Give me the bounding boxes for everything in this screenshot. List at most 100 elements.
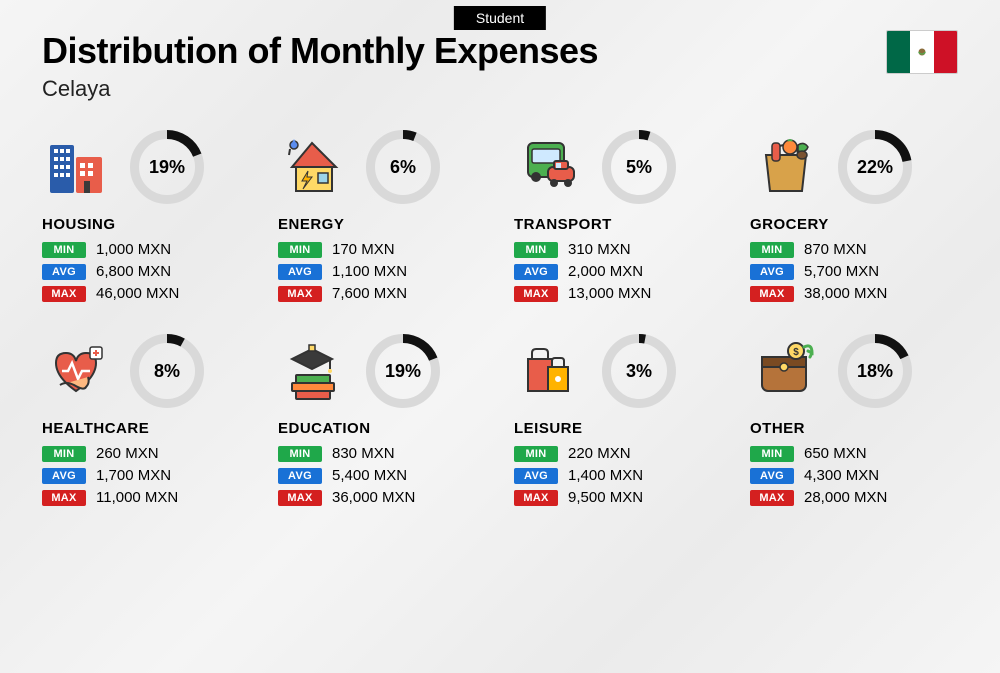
category-label: HOUSING	[42, 216, 250, 233]
stat-row-max: MAX 11,000 MXN	[42, 489, 250, 506]
stat-row-max: MAX 28,000 MXN	[750, 489, 958, 506]
category-card-other: $ 18% OTHER MIN 650 MXN AVG 4,300 MXN MA…	[750, 334, 958, 506]
stat-row-avg: AVG 1,400 MXN	[514, 467, 722, 484]
min-value: 310 MXN	[568, 241, 631, 258]
donut-grocery: 22%	[838, 130, 912, 204]
min-value: 170 MXN	[332, 241, 395, 258]
min-badge: MIN	[278, 446, 322, 462]
max-badge: MAX	[42, 490, 86, 506]
avg-value: 1,700 MXN	[96, 467, 171, 484]
min-badge: MIN	[750, 242, 794, 258]
pct-label: 19%	[366, 334, 440, 408]
education-icon	[278, 339, 346, 403]
max-badge: MAX	[750, 286, 794, 302]
category-label: LEISURE	[514, 420, 722, 437]
stat-row-max: MAX 38,000 MXN	[750, 285, 958, 302]
stat-row-max: MAX 9,500 MXN	[514, 489, 722, 506]
max-badge: MAX	[42, 286, 86, 302]
max-value: 38,000 MXN	[804, 285, 887, 302]
max-badge: MAX	[514, 286, 558, 302]
stat-row-avg: AVG 1,100 MXN	[278, 263, 486, 280]
stat-row-max: MAX 13,000 MXN	[514, 285, 722, 302]
stat-row-min: MIN 650 MXN	[750, 445, 958, 462]
stat-row-min: MIN 260 MXN	[42, 445, 250, 462]
pct-label: 5%	[602, 130, 676, 204]
max-badge: MAX	[278, 286, 322, 302]
other-icon: $	[750, 339, 818, 403]
avg-badge: AVG	[278, 468, 322, 484]
grocery-icon	[750, 135, 818, 199]
stat-row-min: MIN 870 MXN	[750, 241, 958, 258]
category-label: GROCERY	[750, 216, 958, 233]
max-value: 7,600 MXN	[332, 285, 407, 302]
avg-value: 1,400 MXN	[568, 467, 643, 484]
housing-icon	[42, 135, 110, 199]
category-label: HEALTHCARE	[42, 420, 250, 437]
max-value: 46,000 MXN	[96, 285, 179, 302]
city-subtitle: Celaya	[42, 76, 958, 102]
leisure-icon	[514, 339, 582, 403]
energy-icon	[278, 135, 346, 199]
avg-value: 4,300 MXN	[804, 467, 879, 484]
pct-label: 22%	[838, 130, 912, 204]
donut-housing: 19%	[130, 130, 204, 204]
donut-leisure: 3%	[602, 334, 676, 408]
max-badge: MAX	[278, 490, 322, 506]
stat-row-avg: AVG 2,000 MXN	[514, 263, 722, 280]
page-title: Distribution of Monthly Expenses	[42, 30, 958, 72]
category-label: OTHER	[750, 420, 958, 437]
min-value: 1,000 MXN	[96, 241, 171, 258]
min-badge: MIN	[514, 446, 558, 462]
donut-healthcare: 8%	[130, 334, 204, 408]
stat-row-avg: AVG 6,800 MXN	[42, 263, 250, 280]
avg-badge: AVG	[514, 264, 558, 280]
category-card-leisure: 3% LEISURE MIN 220 MXN AVG 1,400 MXN MAX…	[514, 334, 722, 506]
max-value: 36,000 MXN	[332, 489, 415, 506]
header: Distribution of Monthly Expenses Celaya	[0, 0, 1000, 102]
max-value: 9,500 MXN	[568, 489, 643, 506]
avg-value: 5,400 MXN	[332, 467, 407, 484]
pct-label: 3%	[602, 334, 676, 408]
category-card-education: 19% EDUCATION MIN 830 MXN AVG 5,400 MXN …	[278, 334, 486, 506]
stats: MIN 650 MXN AVG 4,300 MXN MAX 28,000 MXN	[750, 445, 958, 506]
category-card-healthcare: 8% HEALTHCARE MIN 260 MXN AVG 1,700 MXN …	[42, 334, 250, 506]
avg-badge: AVG	[278, 264, 322, 280]
pct-label: 18%	[838, 334, 912, 408]
mexico-flag-icon	[886, 30, 958, 74]
max-value: 13,000 MXN	[568, 285, 651, 302]
pct-label: 19%	[130, 130, 204, 204]
avg-value: 1,100 MXN	[332, 263, 407, 280]
pct-label: 8%	[130, 334, 204, 408]
category-card-energy: 6% ENERGY MIN 170 MXN AVG 1,100 MXN MAX …	[278, 130, 486, 302]
min-value: 870 MXN	[804, 241, 867, 258]
category-label: ENERGY	[278, 216, 486, 233]
min-value: 650 MXN	[804, 445, 867, 462]
avg-badge: AVG	[42, 468, 86, 484]
min-badge: MIN	[514, 242, 558, 258]
min-badge: MIN	[750, 446, 794, 462]
category-card-housing: 19% HOUSING MIN 1,000 MXN AVG 6,800 MXN …	[42, 130, 250, 302]
category-card-grocery: 22% GROCERY MIN 870 MXN AVG 5,700 MXN MA…	[750, 130, 958, 302]
stat-row-max: MAX 7,600 MXN	[278, 285, 486, 302]
min-value: 830 MXN	[332, 445, 395, 462]
donut-education: 19%	[366, 334, 440, 408]
category-grid: 19% HOUSING MIN 1,000 MXN AVG 6,800 MXN …	[0, 102, 1000, 526]
min-badge: MIN	[42, 446, 86, 462]
donut-transport: 5%	[602, 130, 676, 204]
avg-badge: AVG	[750, 468, 794, 484]
donut-energy: 6%	[366, 130, 440, 204]
min-value: 220 MXN	[568, 445, 631, 462]
category-card-transport: 5% TRANSPORT MIN 310 MXN AVG 2,000 MXN M…	[514, 130, 722, 302]
stat-row-max: MAX 36,000 MXN	[278, 489, 486, 506]
avg-badge: AVG	[42, 264, 86, 280]
stats: MIN 830 MXN AVG 5,400 MXN MAX 36,000 MXN	[278, 445, 486, 506]
max-badge: MAX	[514, 490, 558, 506]
stats: MIN 260 MXN AVG 1,700 MXN MAX 11,000 MXN	[42, 445, 250, 506]
stat-row-avg: AVG 4,300 MXN	[750, 467, 958, 484]
stat-row-min: MIN 310 MXN	[514, 241, 722, 258]
stat-row-min: MIN 220 MXN	[514, 445, 722, 462]
avg-value: 2,000 MXN	[568, 263, 643, 280]
stats: MIN 220 MXN AVG 1,400 MXN MAX 9,500 MXN	[514, 445, 722, 506]
stat-row-avg: AVG 1,700 MXN	[42, 467, 250, 484]
healthcare-icon	[42, 339, 110, 403]
